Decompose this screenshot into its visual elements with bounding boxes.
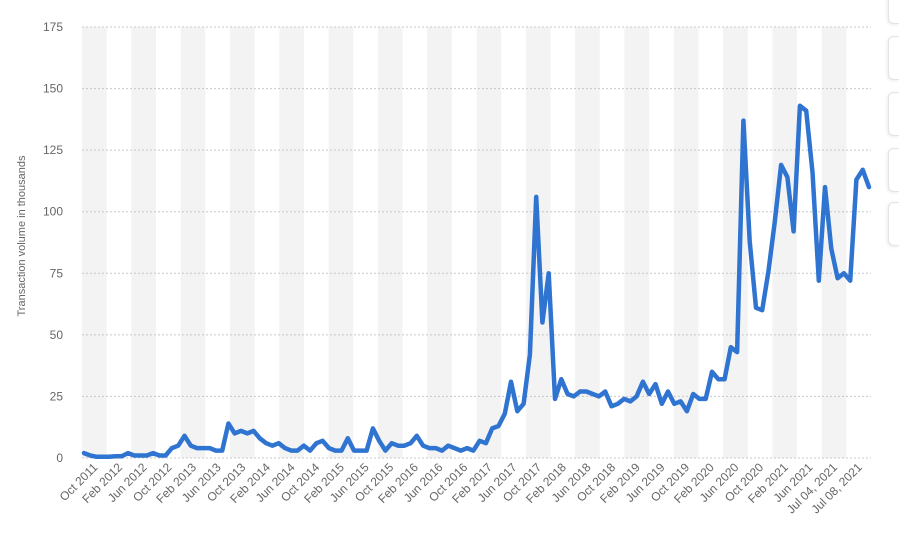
y-tick-label: 0 <box>56 451 63 465</box>
side-tab-5[interactable] <box>888 202 899 246</box>
background-band <box>723 27 748 458</box>
background-band <box>575 27 600 458</box>
side-tab-2[interactable] <box>888 36 899 80</box>
background-band <box>180 27 206 458</box>
y-tick-label: 25 <box>50 389 64 403</box>
y-tick-label: 150 <box>43 82 63 96</box>
y-tick-label: 100 <box>43 205 63 219</box>
y-tick-label: 75 <box>50 266 64 280</box>
y-axis-label: Transaction volume in thousands <box>16 155 28 317</box>
background-band <box>476 27 502 458</box>
background-band <box>673 27 699 458</box>
background-band <box>229 27 255 458</box>
background-band <box>377 27 403 458</box>
background-band <box>821 27 847 458</box>
background-band <box>279 27 304 458</box>
y-tick-label: 125 <box>43 143 63 157</box>
side-tab-3[interactable] <box>888 92 899 136</box>
chart-background-bands <box>82 27 847 458</box>
background-band <box>427 27 452 458</box>
side-tab-1[interactable] <box>888 0 899 24</box>
y-tick-label: 175 <box>43 20 63 34</box>
background-band <box>772 27 798 458</box>
series-line <box>81 103 872 460</box>
y-axis-ticks: 0 25 50 75 100 125 150 175 <box>43 20 63 465</box>
y-tick-label: 50 <box>50 328 64 342</box>
background-band <box>82 27 107 458</box>
background-band <box>328 27 354 458</box>
side-tab-4[interactable] <box>888 148 899 192</box>
background-band <box>131 27 156 458</box>
